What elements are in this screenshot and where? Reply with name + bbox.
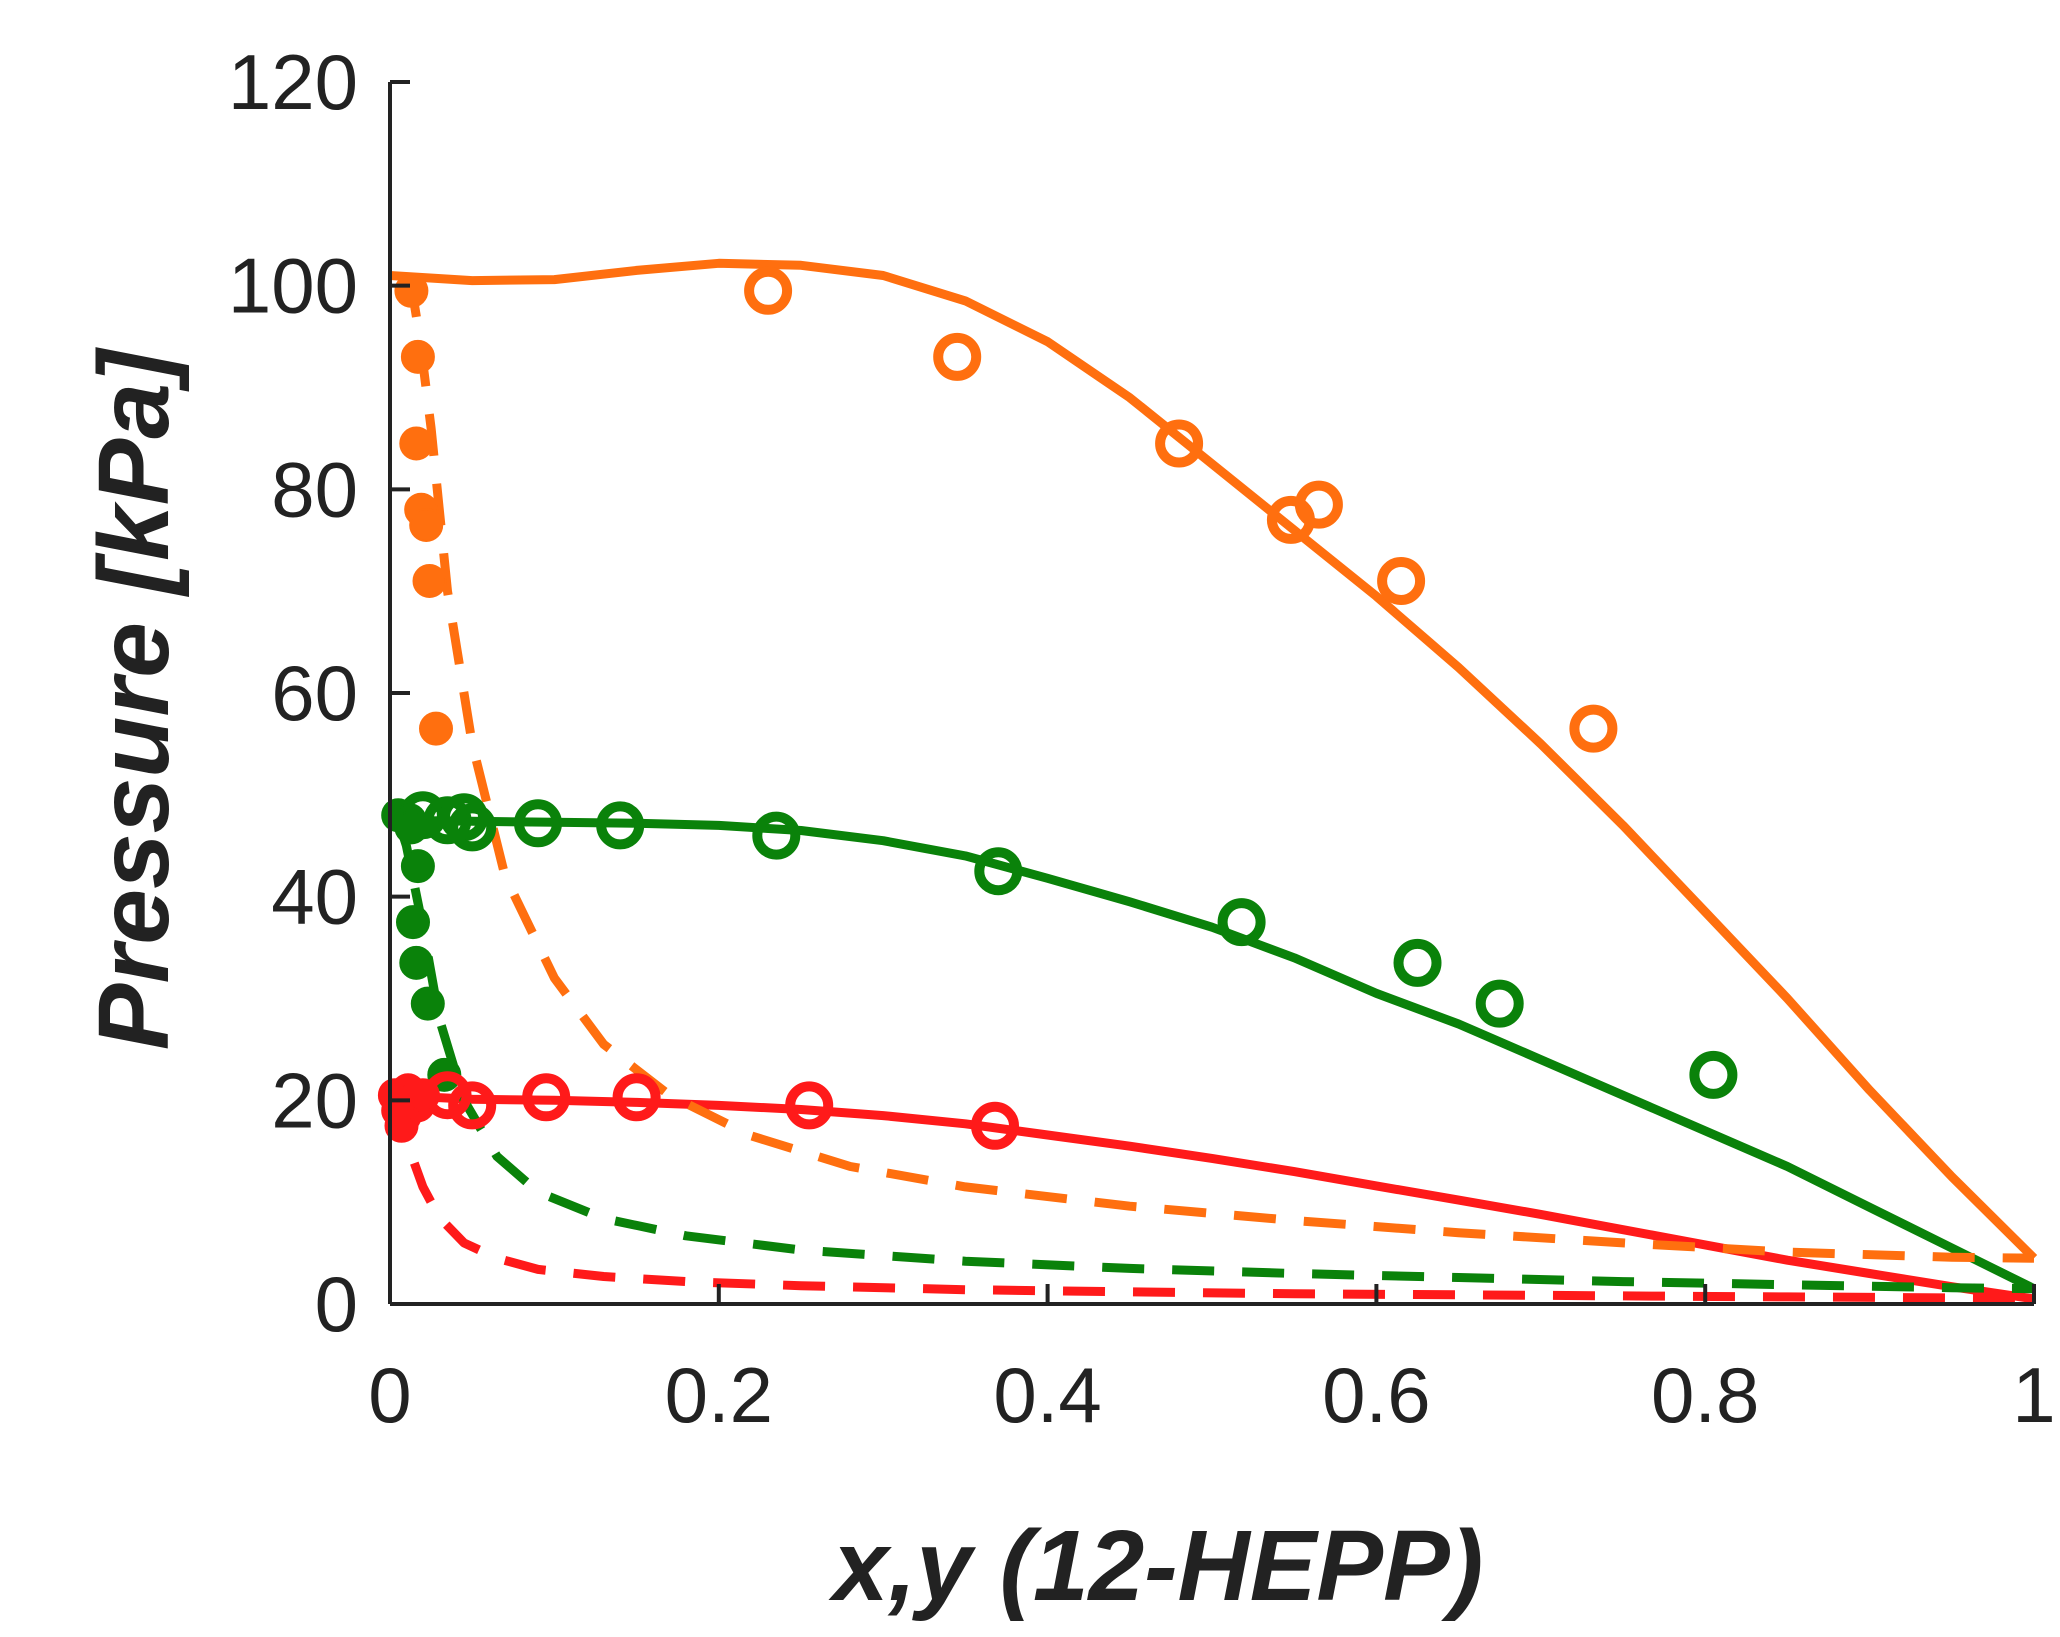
y-axis-title: Pressure [kPa] [78,346,190,1050]
green-liquid-experimental-point [1689,1050,1738,1099]
orange-vapor-experimental-point [412,564,447,598]
x-tick-label: 0.6 [1322,1351,1430,1439]
x-tick-label: 0 [368,1351,411,1439]
orange-vapor-experimental-point [399,426,434,461]
orange-liquid-model-line [389,258,2038,1262]
green-liquid-experimental-point [1217,898,1266,947]
red-liquid-model-line [389,1090,2035,1304]
y-tick-label: 20 [271,1056,358,1144]
red-liquid-experimental-point [785,1081,834,1130]
green-vapor-model-line [393,818,2035,1294]
x-tick-label: 1 [2012,1351,2055,1439]
green-liquid-experimental-point [752,811,801,860]
green-liquid-experimental-point [514,799,562,848]
y-tick-label: 120 [228,38,358,126]
x-tick-label: 0.2 [665,1351,773,1439]
orange-vapor-model-line [405,274,2035,1263]
orange-liquid-experimental-point [1294,480,1343,529]
green-vapor-experimental-point [400,849,435,884]
green-liquid-experimental-point [974,847,1023,896]
x-tick-label: 0.8 [1651,1351,1759,1439]
green-liquid-experimental-point [596,801,645,850]
y-tick-label: 60 [271,649,358,737]
y-tick-label: 100 [228,242,358,330]
orange-vapor-experimental-point [400,339,435,374]
orange-vapor-experimental-point [409,508,444,542]
plot-series [377,258,2038,1304]
green-vapor-experimental-point [399,945,434,980]
green-liquid-experimental-point [1393,938,1442,987]
y-tick-label: 40 [271,853,358,941]
orange-vapor-experimental-point [394,273,429,308]
x-axis-title: x,y (12-HEPP) [828,1510,1483,1622]
y-tick-label: 0 [315,1260,358,1348]
orange-vapor-experimental-point [419,711,453,746]
orange-liquid-experimental-point [933,332,982,381]
orange-liquid-experimental-point [1569,704,1618,753]
red-liquid-experimental-point [971,1101,1019,1150]
red-vapor-experimental-point [405,1078,440,1113]
orange-liquid-experimental-point [1377,557,1426,605]
green-vapor-experimental-point [394,810,429,845]
red-vapor-model-line [393,1094,2035,1304]
red-liquid-experimental-point [522,1073,571,1122]
orange-liquid-experimental-point [1155,419,1204,468]
ticks: 0 20 40 60 80 100 120 0 0.2 0.4 0.6 0.8 1 [228,38,2056,1439]
green-liquid-experimental-point [448,803,497,852]
red-liquid-experimental-point [612,1073,661,1122]
green-vapor-experimental-point [396,905,430,940]
green-vapor-experimental-point [410,986,445,1021]
red-liquid-experimental-point [448,1081,497,1130]
y-tick-label: 80 [271,445,358,533]
orange-liquid-experimental-point [744,266,793,315]
green-liquid-experimental-point [1475,979,1524,1028]
green-liquid-model-line [389,815,2036,1293]
x-tick-label: 0.4 [993,1351,1101,1439]
